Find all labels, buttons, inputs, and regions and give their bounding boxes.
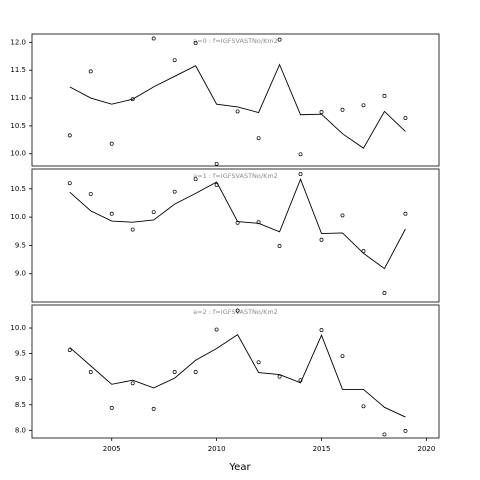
observed-point <box>130 381 135 386</box>
y-tick-label: 10.0 <box>10 150 26 158</box>
observed-point <box>151 210 156 214</box>
observed-point <box>109 211 114 216</box>
x-tick-label: 2010 <box>208 445 226 453</box>
panel-title: a=0 : f=IGFSVASTNo/Km2 <box>193 37 278 45</box>
observed-point <box>235 109 240 114</box>
y-tick-label: 9.5 <box>15 241 26 249</box>
observed-point <box>340 213 345 218</box>
observed-point <box>193 40 198 45</box>
y-tick-label: 8.0 <box>15 426 26 434</box>
observed-point <box>214 327 219 332</box>
observed-point <box>151 406 156 411</box>
observed-point <box>277 374 282 379</box>
observed-point <box>298 378 303 383</box>
y-tick-label: 9.5 <box>15 350 26 358</box>
observed-point <box>130 227 135 232</box>
observed-point <box>109 405 114 410</box>
observed-point <box>109 141 114 146</box>
observed-point <box>256 136 261 141</box>
observed-point <box>214 182 219 187</box>
observed-point <box>193 177 198 182</box>
observed-point <box>319 237 324 242</box>
observed-point <box>151 36 156 41</box>
fitted-line <box>69 63 406 149</box>
observed-point <box>172 189 177 194</box>
y-tick-label: 10.0 <box>10 213 26 221</box>
observed-point <box>382 93 387 98</box>
y-tick-label: 9.0 <box>15 375 26 383</box>
panel-title: a=1 : f=IGFSVASTNo/Km2 <box>193 172 278 180</box>
observed-point <box>340 107 345 112</box>
observed-point <box>319 328 324 333</box>
observed-point <box>130 97 135 102</box>
observed-point <box>88 69 93 74</box>
observed-point <box>340 354 345 359</box>
fitted-line <box>69 334 406 418</box>
chart-panels: a=0 : f=IGFSVASTNo/Km2 10.0 10.5 11.0 11.5 12… <box>10 33 440 439</box>
y-tick-label: 11.0 <box>10 94 26 102</box>
panel-2: a=2 : f=IGFSVASTNo/Km2 8.0 8.5 9.0 9.5 10.0 <box>10 304 440 439</box>
observed-point <box>88 191 93 196</box>
observed-point <box>361 249 366 254</box>
observed-point <box>361 103 366 108</box>
y-tick-label: 10.5 <box>10 185 26 193</box>
y-tick-label: 10.0 <box>10 324 26 332</box>
observed-point <box>67 181 72 186</box>
observed-point <box>319 110 324 114</box>
observed-point <box>235 308 240 313</box>
observed-point <box>382 290 387 295</box>
observed-point <box>172 58 177 63</box>
observed-point <box>298 172 303 177</box>
observed-point <box>277 37 282 42</box>
observed-point <box>361 404 366 409</box>
fitted-line <box>69 177 406 270</box>
observed-point <box>67 133 72 138</box>
y-tick-label: 9.0 <box>15 270 26 278</box>
x-tick-label: 2015 <box>313 445 331 453</box>
y-tick-label: 11.5 <box>10 66 26 74</box>
panel-title: a=2 : f=IGFSVASTNo/Km2 <box>193 308 278 316</box>
y-tick-label: 8.5 <box>15 401 26 409</box>
observed-point <box>172 370 177 374</box>
observed-point <box>298 152 303 157</box>
x-tick-label: 2020 <box>417 445 435 453</box>
x-axis-title: Year <box>228 462 251 473</box>
observed-point <box>256 220 261 225</box>
observed-point <box>67 348 72 352</box>
x-axis: 2005 2010 2015 2020 <box>103 438 435 453</box>
panel-1: a=1 : f=IGFSVASTNo/Km2 9.0 9.5 10.0 10.5 <box>10 168 440 303</box>
panel-0: a=0 : f=IGFSVASTNo/Km2 10.0 10.5 11.0 11.5 12… <box>10 33 440 167</box>
observed-point <box>235 220 240 225</box>
panel-frame <box>31 304 440 439</box>
observed-point <box>403 116 408 121</box>
observed-point <box>403 428 408 433</box>
observed-point <box>214 161 219 166</box>
observed-point <box>403 211 408 216</box>
observed-point <box>88 370 93 374</box>
observed-point <box>382 432 387 437</box>
panel-frame <box>31 168 440 303</box>
observed-point <box>256 360 261 365</box>
y-tick-label: 10.5 <box>10 122 26 130</box>
x-tick-label: 2005 <box>103 445 121 453</box>
observed-point <box>277 244 282 248</box>
observed-point <box>193 370 198 374</box>
panel-frame <box>31 33 440 167</box>
y-tick-label: 12.0 <box>10 38 26 46</box>
